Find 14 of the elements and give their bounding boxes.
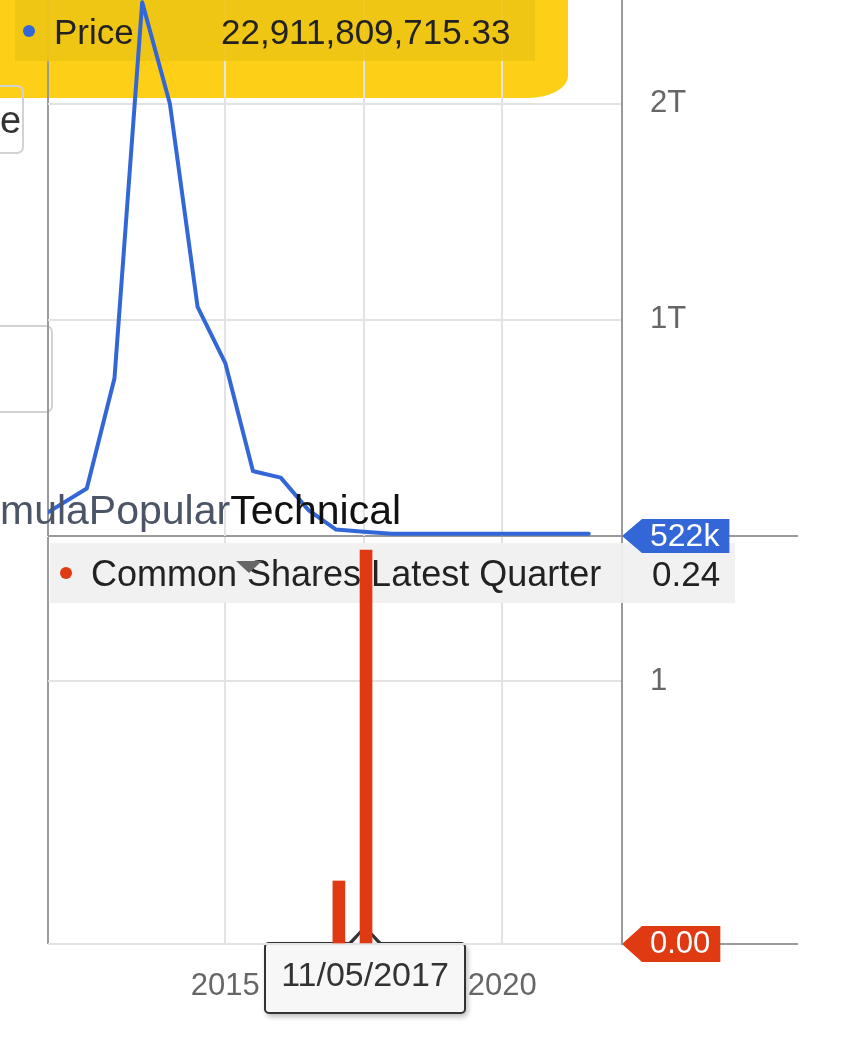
legend-label: Price [54, 12, 134, 51]
y-tick-label: 2T [650, 84, 687, 120]
y-tick-label: 0.00 [650, 924, 711, 960]
annotation: 22,911,809,715.33 [221, 12, 511, 51]
text: 0.24 [652, 554, 721, 593]
y-tick-label: 1T [650, 300, 687, 336]
y-tick-label: 1 [650, 661, 668, 697]
text: e [0, 99, 22, 141]
text: 522k [650, 516, 721, 553]
legend-label: Common Shares Latest Quarter [91, 553, 602, 594]
text: 11/05/2017 [281, 955, 449, 994]
annotation: Popular [88, 487, 231, 533]
x-tick-label: 2015 [190, 967, 260, 1003]
x-tick-label: 2020 [467, 967, 537, 1003]
